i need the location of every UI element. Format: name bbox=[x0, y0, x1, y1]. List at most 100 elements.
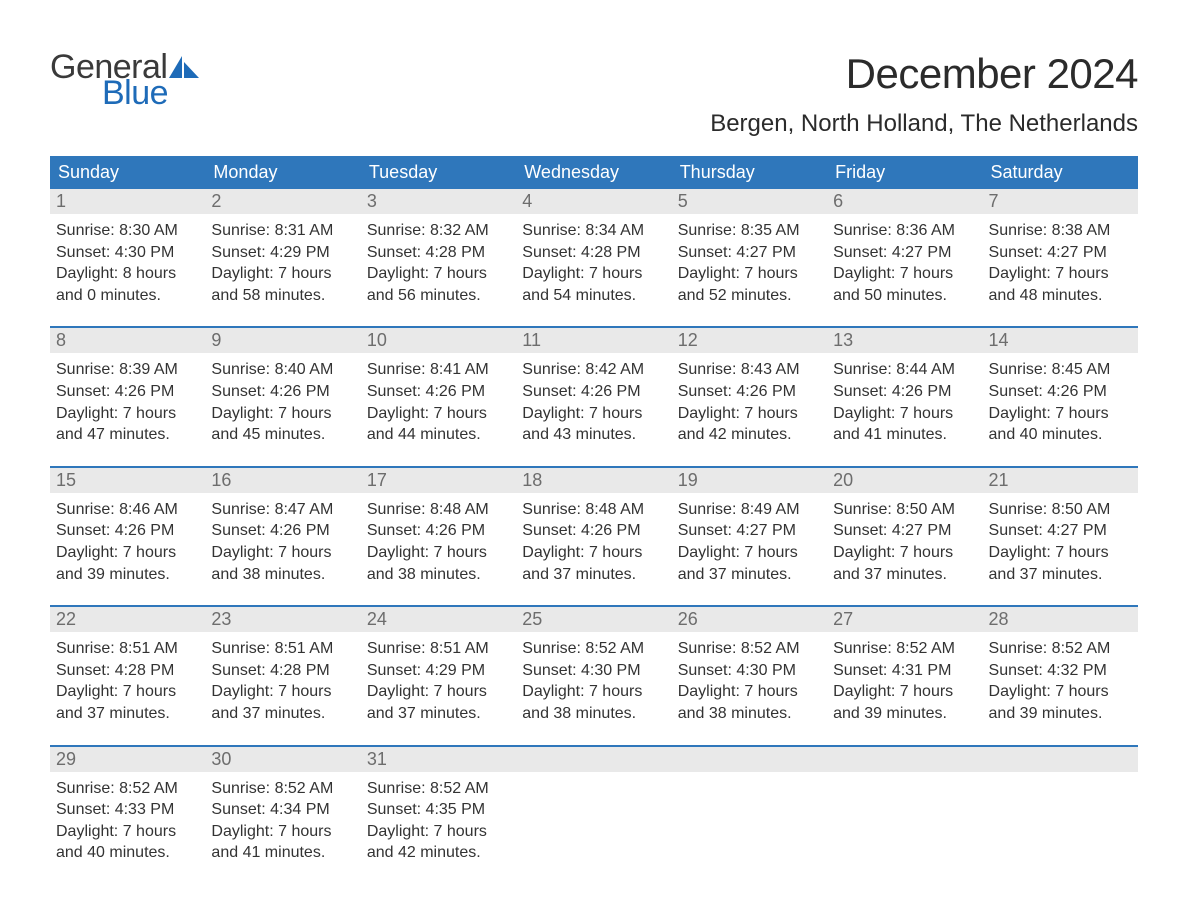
daylight-line1: Daylight: 7 hours bbox=[56, 821, 199, 843]
weekday-header: Sunday bbox=[50, 156, 205, 189]
day-number: 21 bbox=[983, 468, 1138, 493]
daynum-row: 1 2 3 4 5 6 7 bbox=[50, 189, 1138, 214]
day-number: 5 bbox=[672, 189, 827, 214]
sunset: Sunset: 4:29 PM bbox=[211, 242, 354, 264]
daylight-line2: and 50 minutes. bbox=[833, 285, 976, 307]
day-cell: Sunrise: 8:52 AM Sunset: 4:32 PM Dayligh… bbox=[983, 632, 1138, 724]
sail-icon bbox=[169, 54, 199, 78]
sunrise: Sunrise: 8:51 AM bbox=[56, 638, 199, 660]
daylight-line1: Daylight: 7 hours bbox=[367, 263, 510, 285]
sunrise: Sunrise: 8:38 AM bbox=[989, 220, 1132, 242]
daylight-line2: and 38 minutes. bbox=[367, 564, 510, 586]
sunset: Sunset: 4:30 PM bbox=[56, 242, 199, 264]
sunset: Sunset: 4:29 PM bbox=[367, 660, 510, 682]
day-cell: Sunrise: 8:52 AM Sunset: 4:31 PM Dayligh… bbox=[827, 632, 982, 724]
day-number: 9 bbox=[205, 328, 360, 353]
sunrise: Sunrise: 8:52 AM bbox=[833, 638, 976, 660]
daylight-line1: Daylight: 7 hours bbox=[367, 681, 510, 703]
sunrise: Sunrise: 8:52 AM bbox=[989, 638, 1132, 660]
daylight-line2: and 37 minutes. bbox=[678, 564, 821, 586]
day-cell: Sunrise: 8:30 AM Sunset: 4:30 PM Dayligh… bbox=[50, 214, 205, 306]
day-number: 26 bbox=[672, 607, 827, 632]
sunrise: Sunrise: 8:45 AM bbox=[989, 359, 1132, 381]
daylight-line1: Daylight: 7 hours bbox=[678, 263, 821, 285]
sunrise: Sunrise: 8:44 AM bbox=[833, 359, 976, 381]
daylight-line1: Daylight: 7 hours bbox=[56, 681, 199, 703]
day-cell: Sunrise: 8:32 AM Sunset: 4:28 PM Dayligh… bbox=[361, 214, 516, 306]
sunset: Sunset: 4:30 PM bbox=[678, 660, 821, 682]
day-number: 6 bbox=[827, 189, 982, 214]
sunset: Sunset: 4:35 PM bbox=[367, 799, 510, 821]
daylight-line1: Daylight: 7 hours bbox=[56, 542, 199, 564]
daylight-line2: and 47 minutes. bbox=[56, 424, 199, 446]
sunrise: Sunrise: 8:51 AM bbox=[367, 638, 510, 660]
weekday-header-row: Sunday Monday Tuesday Wednesday Thursday… bbox=[50, 156, 1138, 189]
day-cell: Sunrise: 8:31 AM Sunset: 4:29 PM Dayligh… bbox=[205, 214, 360, 306]
day-number: 17 bbox=[361, 468, 516, 493]
sunset: Sunset: 4:26 PM bbox=[989, 381, 1132, 403]
sunset: Sunset: 4:28 PM bbox=[56, 660, 199, 682]
calendar: Sunday Monday Tuesday Wednesday Thursday… bbox=[50, 156, 1138, 864]
daylight-line1: Daylight: 7 hours bbox=[522, 542, 665, 564]
daylight-line2: and 56 minutes. bbox=[367, 285, 510, 307]
day-cell: Sunrise: 8:47 AM Sunset: 4:26 PM Dayligh… bbox=[205, 493, 360, 585]
day-number: 28 bbox=[983, 607, 1138, 632]
daylight-line2: and 37 minutes. bbox=[522, 564, 665, 586]
day-number: 19 bbox=[672, 468, 827, 493]
sunrise: Sunrise: 8:39 AM bbox=[56, 359, 199, 381]
day-number: 15 bbox=[50, 468, 205, 493]
details-row: Sunrise: 8:51 AM Sunset: 4:28 PM Dayligh… bbox=[50, 632, 1138, 724]
sunrise: Sunrise: 8:51 AM bbox=[211, 638, 354, 660]
day-cell: Sunrise: 8:52 AM Sunset: 4:34 PM Dayligh… bbox=[205, 772, 360, 864]
day-cell: Sunrise: 8:40 AM Sunset: 4:26 PM Dayligh… bbox=[205, 353, 360, 445]
daylight-line1: Daylight: 7 hours bbox=[367, 403, 510, 425]
day-number: 3 bbox=[361, 189, 516, 214]
day-cell: Sunrise: 8:49 AM Sunset: 4:27 PM Dayligh… bbox=[672, 493, 827, 585]
sunset: Sunset: 4:27 PM bbox=[833, 242, 976, 264]
sunset: Sunset: 4:27 PM bbox=[989, 520, 1132, 542]
daylight-line1: Daylight: 7 hours bbox=[678, 542, 821, 564]
day-cell: Sunrise: 8:39 AM Sunset: 4:26 PM Dayligh… bbox=[50, 353, 205, 445]
sunrise: Sunrise: 8:35 AM bbox=[678, 220, 821, 242]
sunset: Sunset: 4:26 PM bbox=[522, 520, 665, 542]
week-row: 8 9 10 11 12 13 14 Sunrise: 8:39 AM Suns… bbox=[50, 328, 1138, 445]
sunrise: Sunrise: 8:52 AM bbox=[367, 778, 510, 800]
daylight-line1: Daylight: 7 hours bbox=[211, 403, 354, 425]
sunrise: Sunrise: 8:31 AM bbox=[211, 220, 354, 242]
daylight-line2: and 40 minutes. bbox=[56, 842, 199, 864]
sunset: Sunset: 4:28 PM bbox=[367, 242, 510, 264]
daylight-line1: Daylight: 7 hours bbox=[522, 681, 665, 703]
daylight-line2: and 37 minutes. bbox=[989, 564, 1132, 586]
week-row: 22 23 24 25 26 27 28 Sunrise: 8:51 AM Su… bbox=[50, 607, 1138, 724]
daylight-line1: Daylight: 7 hours bbox=[522, 403, 665, 425]
day-number: 22 bbox=[50, 607, 205, 632]
day-number: 27 bbox=[827, 607, 982, 632]
sunrise: Sunrise: 8:52 AM bbox=[56, 778, 199, 800]
daylight-line1: Daylight: 7 hours bbox=[989, 542, 1132, 564]
daylight-line1: Daylight: 7 hours bbox=[211, 681, 354, 703]
day-cell: Sunrise: 8:48 AM Sunset: 4:26 PM Dayligh… bbox=[361, 493, 516, 585]
day-number: 18 bbox=[516, 468, 671, 493]
day-number: 10 bbox=[361, 328, 516, 353]
daynum-row: 15 16 17 18 19 20 21 bbox=[50, 468, 1138, 493]
day-number: 16 bbox=[205, 468, 360, 493]
sunset: Sunset: 4:26 PM bbox=[211, 520, 354, 542]
details-row: Sunrise: 8:39 AM Sunset: 4:26 PM Dayligh… bbox=[50, 353, 1138, 445]
day-number: 12 bbox=[672, 328, 827, 353]
weekday-header: Thursday bbox=[672, 156, 827, 189]
sunset: Sunset: 4:27 PM bbox=[678, 242, 821, 264]
sunrise: Sunrise: 8:43 AM bbox=[678, 359, 821, 381]
weekday-header: Saturday bbox=[983, 156, 1138, 189]
sunrise: Sunrise: 8:50 AM bbox=[989, 499, 1132, 521]
day-number: 23 bbox=[205, 607, 360, 632]
daylight-line1: Daylight: 7 hours bbox=[833, 681, 976, 703]
day-cell: Sunrise: 8:35 AM Sunset: 4:27 PM Dayligh… bbox=[672, 214, 827, 306]
day-number: 29 bbox=[50, 747, 205, 772]
daylight-line1: Daylight: 7 hours bbox=[989, 263, 1132, 285]
daylight-line2: and 42 minutes. bbox=[367, 842, 510, 864]
day-cell: Sunrise: 8:38 AM Sunset: 4:27 PM Dayligh… bbox=[983, 214, 1138, 306]
sunrise: Sunrise: 8:50 AM bbox=[833, 499, 976, 521]
daynum-row: 8 9 10 11 12 13 14 bbox=[50, 328, 1138, 353]
daylight-line2: and 45 minutes. bbox=[211, 424, 354, 446]
day-cell bbox=[827, 772, 982, 864]
